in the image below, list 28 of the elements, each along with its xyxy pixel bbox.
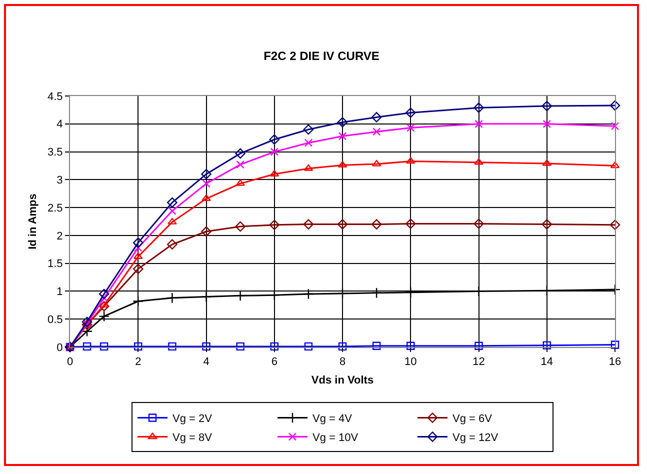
y-tick-label: 4.5 [48,90,63,103]
x-tick-label: 14 [540,356,554,368]
chart-title: F2C 2 DIE IV CURVE [264,49,380,64]
legend-label: Vg = 10V [312,432,359,444]
x-tick-label: 16 [608,356,622,368]
x-tick-label: 6 [271,356,278,368]
y-tick-label: 2.5 [48,202,63,214]
y-tick-label: 2 [56,230,63,242]
legend-label: Vg = 6V [452,413,493,426]
x-tick-label: 8 [339,356,346,368]
x-tick-label: 12 [472,356,485,368]
y-tick-label: 1.5 [48,258,63,270]
legend-label: Vg = 12V [452,432,499,444]
x-tick-label: 4 [203,356,210,368]
y-tick-label: 0 [56,342,63,354]
x-tick-label: 0 [66,356,74,368]
y-tick-label: 0.5 [48,314,63,326]
x-tick-label: 10 [404,356,417,368]
y-axis-title: Id in Amps [27,194,40,250]
legend-label: Vg = 4V [312,413,353,426]
y-tick-label: 1 [56,286,63,298]
legend-label: Vg = 8V [172,432,213,444]
x-tick-label: 2 [135,356,142,368]
y-tick-label: 4 [56,118,63,131]
y-tick-label: 3 [56,174,63,187]
legend-label: Vg = 2V [172,413,213,426]
y-tick-label: 3.5 [48,146,63,159]
x-axis-title: Vds in Volts [311,374,374,386]
